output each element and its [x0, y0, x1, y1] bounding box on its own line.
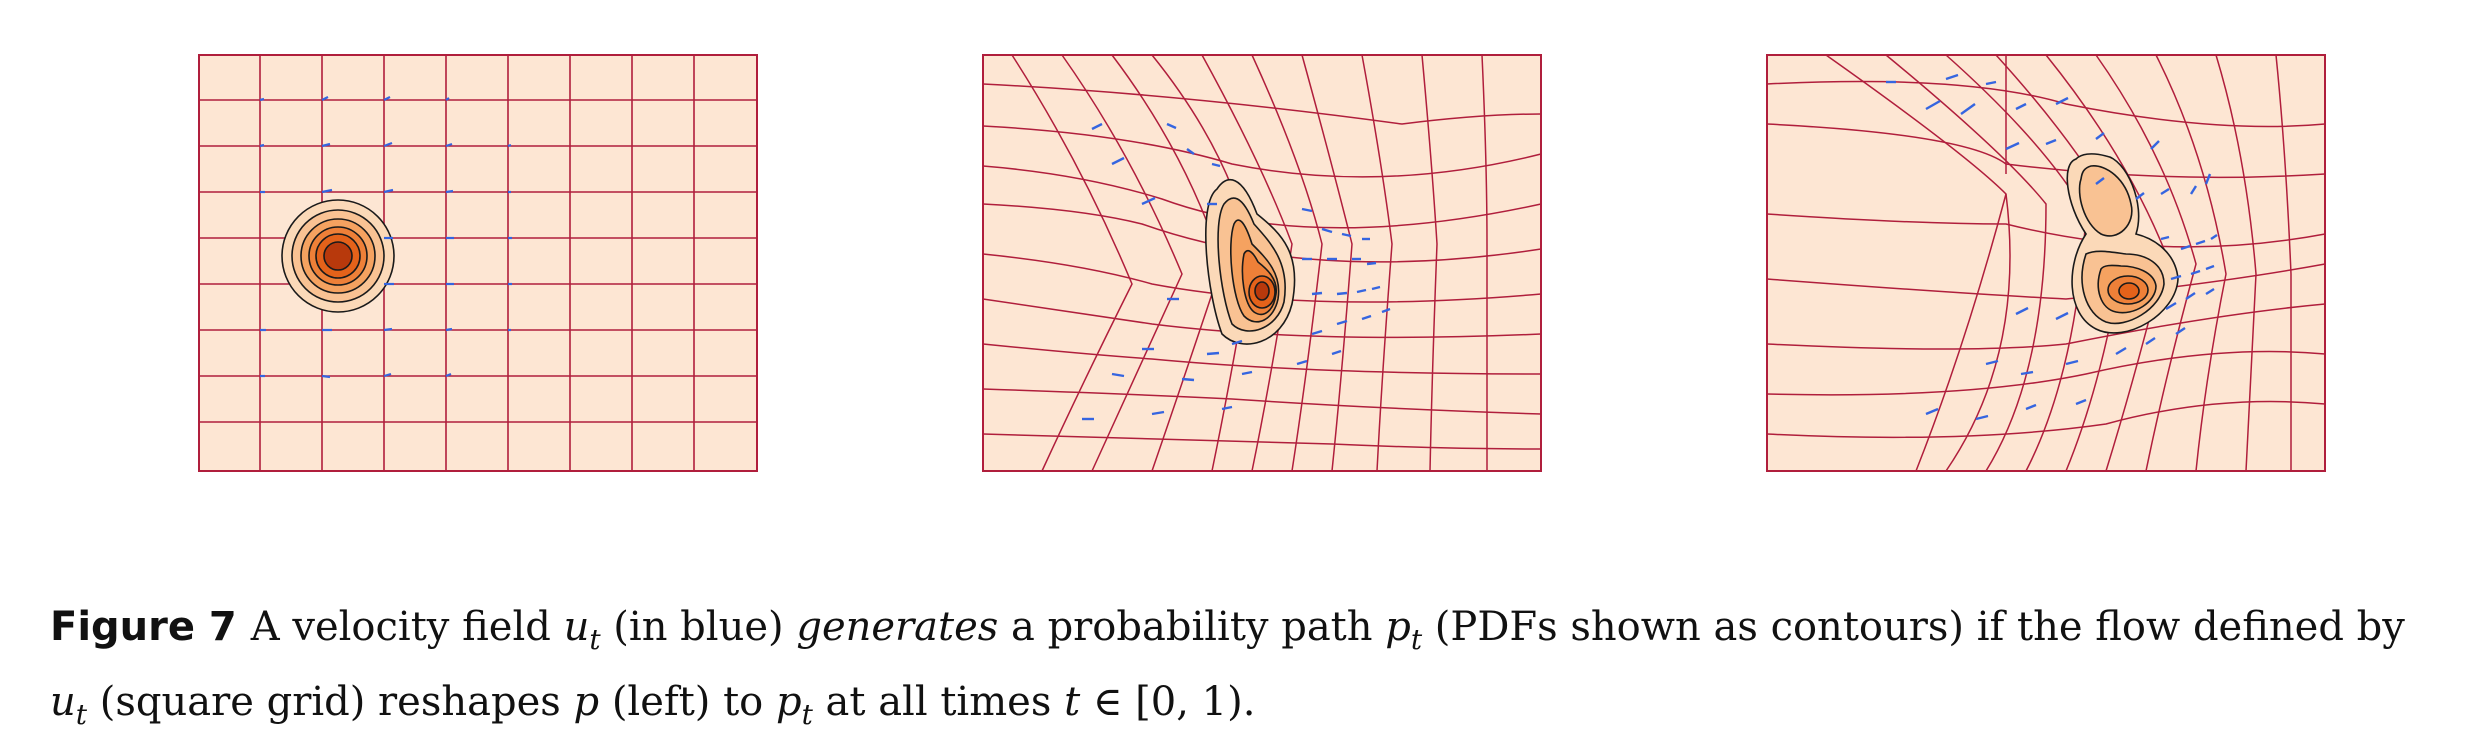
caption-text-7: at all times — [812, 679, 1065, 725]
velocity-arrows — [259, 96, 512, 379]
math-sub-t: t — [801, 698, 813, 731]
panel-3-plot — [1766, 54, 2326, 472]
density-contours — [1205, 179, 1296, 345]
density-contours — [2066, 153, 2179, 334]
math-p: p — [775, 679, 802, 725]
math-p: p — [1385, 604, 1411, 650]
figure-label: Figure 7 — [50, 604, 237, 650]
density-contours — [281, 199, 395, 313]
caption-text-5: (square grid) reshapes — [87, 679, 574, 725]
math-sub-t: t — [589, 623, 601, 656]
panel-initial-density — [198, 54, 758, 472]
math-t: t — [1064, 679, 1081, 725]
plot-frame — [1766, 54, 2326, 472]
math-sub-t: t — [1410, 623, 1423, 656]
math-p: p — [573, 679, 600, 725]
caption-text-6: (left) to — [599, 679, 776, 725]
panel-intermediate-density — [982, 54, 1542, 472]
math-u: u — [50, 679, 76, 725]
panel-2-plot — [982, 54, 1542, 472]
caption-text-2: (in blue) — [600, 604, 797, 650]
math-u: u — [563, 604, 590, 650]
caption-text-8: ∈ [0, 1). — [1080, 679, 1256, 725]
math-sub-t: t — [75, 698, 88, 731]
panel-target-density — [1766, 54, 2326, 472]
caption-emphasis-generates: generates — [796, 604, 999, 650]
velocity-arrows — [1886, 73, 2218, 421]
panel-1-plot — [198, 54, 758, 472]
caption-text-4: (PDFs shown as contours) if the flow def… — [1422, 604, 2405, 650]
caption-text-1: A velocity field — [250, 604, 564, 650]
caption-text-3: a probability path — [998, 604, 1386, 650]
deformed-grid — [982, 54, 1542, 472]
velocity-arrows — [1082, 122, 1391, 421]
